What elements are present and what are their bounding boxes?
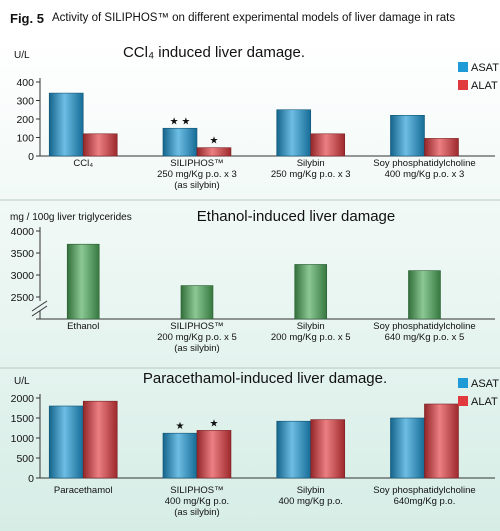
ethanol-bar-value (294, 264, 328, 320)
paracetamol-significance-mark: ★ (175, 421, 184, 432)
axis-break-mark (31, 300, 48, 312)
ethanol-category-label: 200 mg/Kg p.o. x 5 (271, 332, 351, 343)
ccl4-legend-swatch-alat (458, 80, 468, 90)
ccl4-bar-asat (48, 92, 84, 157)
ccl4-y-tick-label: 400 (16, 77, 34, 89)
ccl4-category-label: 400 mg/Kg p.o. x 3 (385, 169, 465, 180)
ethanol-title: Ethanol-induced liver damage (197, 208, 395, 225)
ethanol-category-label: Silybin (297, 321, 325, 332)
paracetamol-y-tick-label: 0 (28, 473, 34, 485)
ccl4-category-label: 250 mg/Kg p.o. x 3 (157, 169, 237, 180)
ccl4-category-label: Silybin (297, 158, 325, 169)
paracetamol-y-tick-label: 2000 (11, 393, 35, 405)
ccl4-bar-alat (310, 133, 346, 157)
ethanol-bar-value (408, 270, 441, 320)
paracetamol-bar-asat (162, 432, 198, 479)
ccl4-y-tick-label: 200 (16, 114, 34, 126)
ethanol-category-label: (as silybin) (174, 343, 219, 354)
ethanol-category-label: Soy phosphatidylcholine (373, 321, 475, 332)
figure-header: Fig. 5 Activity of SILIPHOS™ on differen… (0, 0, 500, 39)
ethanol-category-label: Ethanol (67, 321, 99, 332)
ccl4-category-label: (as silybin) (174, 180, 219, 191)
paracetamol-bar-alat (196, 430, 232, 479)
figure-label: Fig. 5 (10, 11, 44, 26)
ccl4-bar-alat (424, 138, 459, 157)
ccl4-title: CCl₄ induced liver damage. (123, 44, 305, 61)
ethanol-category-label: SILIPHOS™ (170, 321, 223, 332)
paracetamol-y-tick-label: 1000 (11, 433, 35, 445)
ccl4-y-tick-label: 0 (28, 151, 34, 163)
paracetamol-bar-alat (424, 403, 459, 479)
axis-break-mark (31, 305, 48, 317)
paracetamol-significance-mark: ★ (209, 418, 218, 429)
ccl4-chart: CCl₄ induced liver damage. U/L 0 100 200 300 4… (14, 44, 499, 191)
ccl4-legend-label-alat: ALAT (471, 80, 498, 92)
ccl4-y-tick-label: 100 (16, 133, 34, 145)
ccl4-bar-alat (82, 133, 118, 157)
ethanol-y-tick-label: 3500 (11, 248, 35, 260)
figure-caption: Activity of SILIPHOS™ on different exper… (52, 12, 456, 24)
ethanol-chart: Ethanol-induced liver damage mg / 100g li… (10, 208, 495, 354)
paracetamol-category-label: 400 mg/Kg p.o. (165, 496, 229, 507)
ccl4-legend-swatch-asat (458, 62, 468, 72)
ccl4-category-label: 250 mg/Kg p.o. x 3 (271, 169, 351, 180)
ccl4-significance-mark: ★ ★ (170, 116, 191, 127)
ethanol-y-axis-label: mg / 100g liver triglycerides (10, 212, 132, 223)
ethanol-y-tick-label: 3000 (11, 270, 35, 282)
ethanol-y-tick-label: 2500 (11, 292, 35, 304)
paracetamol-title: Paracethamol-induced liver damage. (143, 370, 387, 387)
paracetamol-bar-asat (390, 417, 425, 479)
paracetamol-category-label: Soy phosphatidylcholine (373, 485, 475, 496)
ccl4-bar-asat (390, 115, 425, 157)
ccl4-y-tick-label: 300 (16, 96, 34, 108)
ccl4-y-axis-label: U/L (14, 50, 30, 61)
ethanol-category-label: 640 mg/Kg p.o. x 5 (385, 332, 465, 343)
ethanol-axis-break (31, 300, 48, 317)
paracetamol-category-label: 400 mg/Kg p.o. (279, 496, 343, 507)
paracetamol-y-tick-label: 500 (16, 453, 34, 465)
paracetamol-category-label: 640mg/Kg p.o. (394, 496, 456, 507)
ethanol-bar-value (66, 243, 100, 320)
paracetamol-legend-label-alat: ALAT (471, 396, 498, 408)
ccl4-bar-alat (196, 147, 232, 157)
paracetamol-bar-alat (82, 400, 118, 479)
paracetamol-y-axis-label: U/L (14, 376, 30, 387)
paracetamol-bar-asat (276, 420, 312, 479)
ccl4-bar-asat (276, 109, 312, 157)
paracetamol-bar-alat (310, 419, 346, 479)
ethanol-bar-value (180, 285, 214, 320)
paracetamol-legend-swatch-alat (458, 396, 468, 406)
paracetamol-legend-swatch-asat (458, 378, 468, 388)
charts-canvas: CCl₄ induced liver damage. U/L 0 100 200 300 4… (0, 38, 500, 531)
paracetamol-y-tick-label: 1500 (11, 413, 35, 425)
paracetamol-bar-asat (48, 405, 84, 479)
ccl4-legend: ASAT ALAT (458, 62, 499, 92)
ccl4-bar-asat (162, 127, 198, 157)
paracetamol-legend-label-asat: ASAT (471, 378, 499, 390)
paracetamol-category-label: SILIPHOS™ (170, 485, 223, 496)
paracetamol-legend: ASAT ALAT (458, 378, 499, 408)
ccl4-category-label: Soy phosphatidylcholine (373, 158, 475, 169)
paracetamol-category-label: Paracethamol (54, 485, 113, 496)
ethanol-category-label: 200 mg/Kg p.o. x 5 (157, 332, 237, 343)
ethanol-y-tick-label: 4000 (11, 226, 35, 238)
paracetamol-category-label: Silybin (297, 485, 325, 496)
ccl4-significance-mark: ★ (209, 136, 218, 147)
ccl4-legend-label-asat: ASAT (471, 62, 499, 74)
paracetamol-chart: Paracethamol-induced liver damage. U/L 0 50… (11, 370, 500, 518)
ccl4-category-label: SILIPHOS™ (170, 158, 223, 169)
paracetamol-category-label: (as silybin) (174, 507, 219, 518)
ccl4-category-label: CCl₄ (73, 158, 93, 169)
